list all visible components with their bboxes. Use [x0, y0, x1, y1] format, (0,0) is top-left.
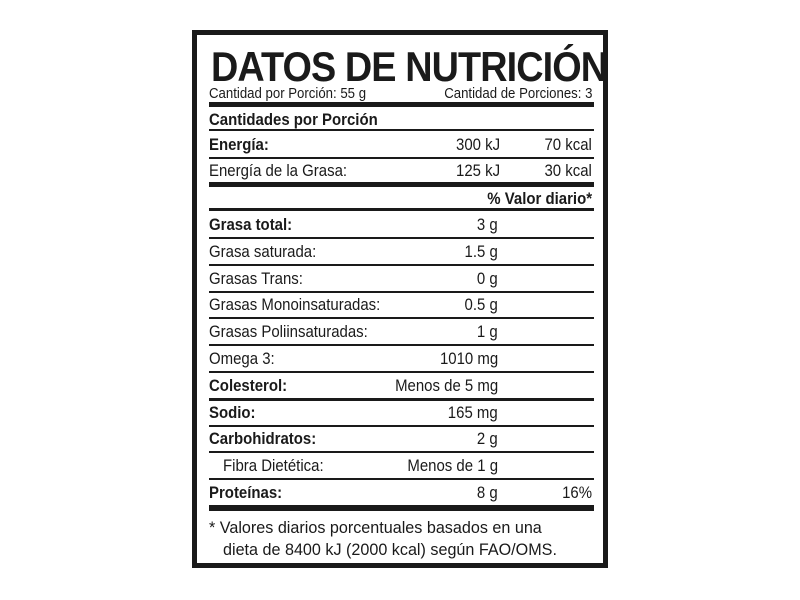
divider — [209, 182, 594, 187]
nutrient-value: 0 g — [477, 268, 498, 288]
divider — [209, 237, 594, 239]
energy-kcal: 70 kcal — [544, 135, 592, 154]
divider — [209, 129, 594, 131]
divider — [209, 478, 594, 481]
divider — [209, 102, 594, 107]
divider — [209, 424, 594, 427]
nutrient-label: Colesterol: — [209, 375, 288, 395]
nutrient-daily-value: 16% — [562, 483, 592, 502]
energy-kj: 300 kJ — [455, 135, 500, 154]
nutrient-value: Menos de 5 mg — [394, 375, 498, 395]
nutrient-value: 3 g — [477, 215, 498, 234]
footnote-line-1: * Valores diarios porcentuales basados e… — [209, 518, 542, 537]
nutrient-label: Proteínas: — [209, 483, 283, 502]
divider — [209, 208, 594, 211]
divider — [209, 505, 594, 511]
nutrient-label: Grasas Monoinsaturadas: — [209, 295, 381, 315]
daily-value-heading: % Valor diario* — [487, 189, 592, 208]
nutrient-label: Grasa saturada: — [209, 241, 317, 261]
nutrient-value: 1010 mg — [439, 349, 498, 368]
nutrient-value: 0.5 g — [464, 295, 498, 315]
nutrient-value: Menos de 1 g — [407, 456, 498, 476]
divider — [209, 290, 594, 293]
nutrient-value: 8 g — [477, 483, 498, 502]
divider — [209, 317, 594, 320]
divider — [209, 263, 594, 266]
divider — [209, 451, 594, 454]
nutrient-label: Omega 3: — [209, 349, 275, 368]
divider — [209, 371, 594, 373]
nutrient-label: Sodio: — [209, 402, 256, 422]
divider — [209, 157, 594, 159]
nutrient-label: Grasas Trans: — [209, 268, 303, 288]
nutrient-label: Carbohidratos: — [209, 429, 317, 449]
energy-kcal: 30 kcal — [544, 161, 592, 180]
footnote-line-2: dieta de 8400 kJ (2000 kcal) según FAO/O… — [223, 540, 557, 559]
servings-per-container: Cantidad de Porciones: 3 — [443, 85, 592, 102]
label-title: DATOS DE NUTRICIÓN — [211, 43, 608, 90]
nutrient-label: Grasa total: — [209, 215, 293, 234]
energy-label: Energía: — [209, 135, 269, 154]
nutrient-value: 1 g — [477, 322, 498, 342]
nutrient-label: Grasas Poliinsaturadas: — [209, 322, 368, 342]
nutrition-facts-label: DATOS DE NUTRICIÓN Cantidad por Porción:… — [192, 30, 608, 568]
divider — [209, 344, 594, 347]
nutrient-label: Fibra Dietética: — [223, 456, 324, 476]
section-heading: Cantidades por Porción — [209, 110, 378, 129]
energy-label: Energía de la Grasa: — [209, 161, 348, 180]
divider — [209, 397, 594, 401]
nutrient-value: 165 mg — [448, 402, 498, 422]
serving-size: Cantidad por Porción: 55 g — [209, 85, 367, 102]
nutrient-value: 2 g — [477, 429, 498, 449]
energy-kj: 125 kJ — [455, 161, 500, 180]
nutrient-value: 1.5 g — [464, 241, 498, 261]
